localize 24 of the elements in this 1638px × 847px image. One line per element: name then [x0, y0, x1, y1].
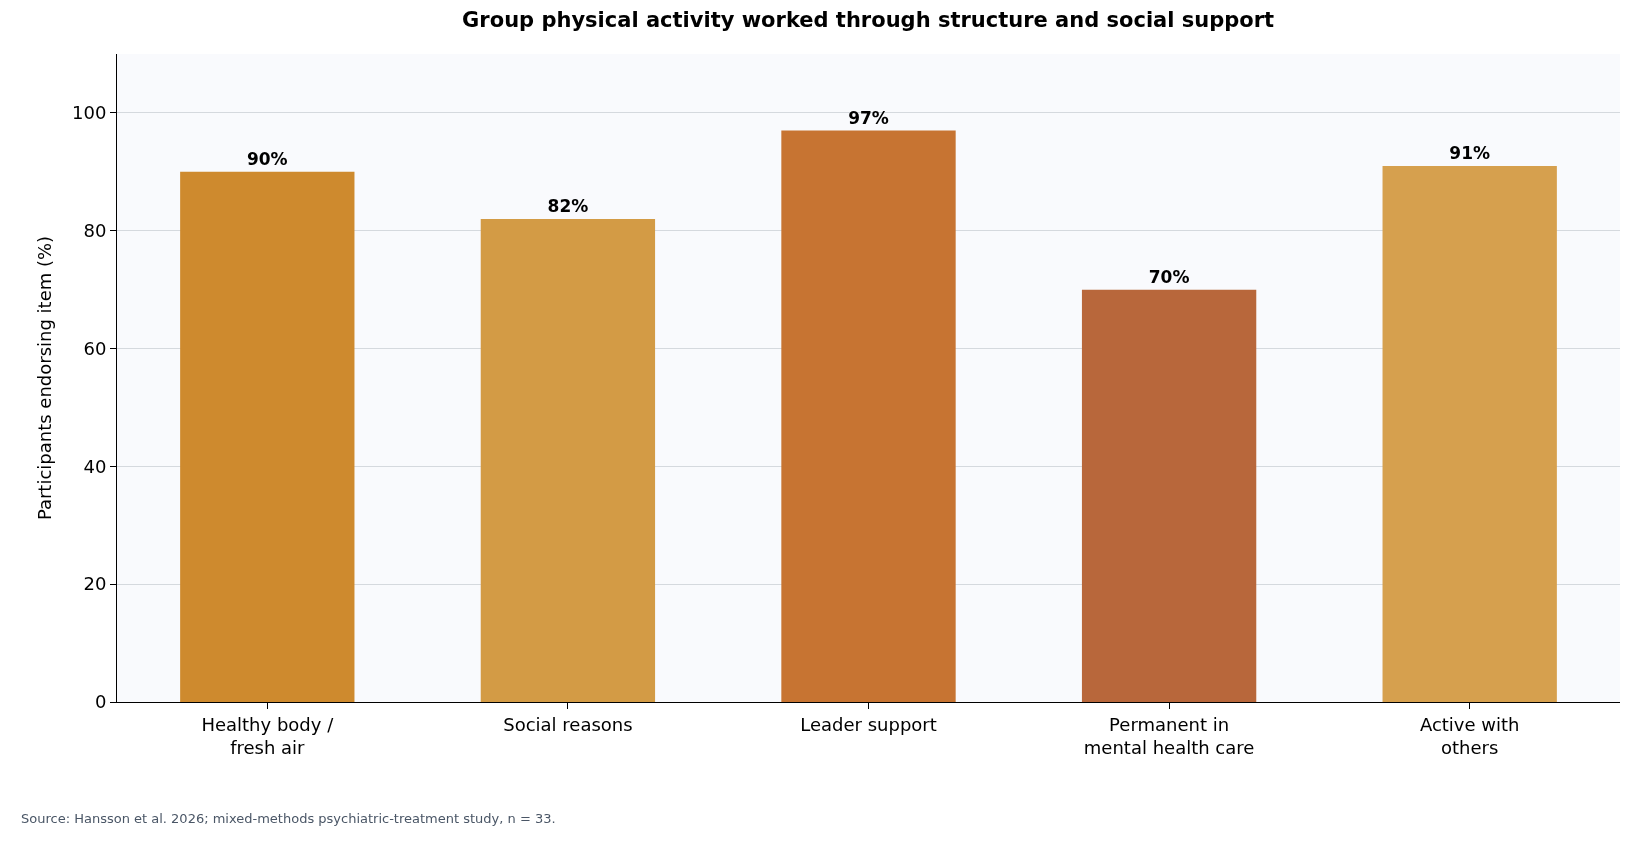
y-axis-title: Participants endorsing item (%)	[34, 235, 56, 521]
data-label: 97%	[848, 107, 889, 128]
bar	[180, 171, 355, 702]
bar	[1081, 289, 1257, 702]
data-label: 70%	[1148, 266, 1190, 287]
bar	[1382, 165, 1557, 702]
x-tick-label: Healthy body / fresh air	[201, 713, 335, 758]
x-tick-label: Social reasons	[503, 713, 633, 735]
data-label: 91%	[1449, 142, 1491, 163]
data-label: 90%	[246, 148, 288, 169]
y-tick-label: 40	[83, 455, 107, 477]
bar	[480, 218, 656, 702]
x-tick-label: Permanent in mental health care	[1083, 713, 1255, 758]
source-note: Source: Hansson et al. 2026; mixed-methods psychiatric-treatment study, n = 33.	[21, 811, 556, 826]
y-tick-label: 60	[83, 337, 107, 359]
x-tick-label: Leader support	[800, 713, 937, 735]
data-label: 82%	[547, 195, 589, 216]
y-tick-label: 0	[94, 691, 107, 713]
bar	[781, 130, 956, 702]
y-tick-label: 100	[72, 102, 107, 124]
x-tick-label: Active with others	[1419, 713, 1520, 758]
chart-title: Group physical activity worked through structure and social support	[462, 8, 1275, 33]
y-tick-label: 80	[83, 220, 107, 242]
y-tick-label: 20	[83, 573, 107, 595]
